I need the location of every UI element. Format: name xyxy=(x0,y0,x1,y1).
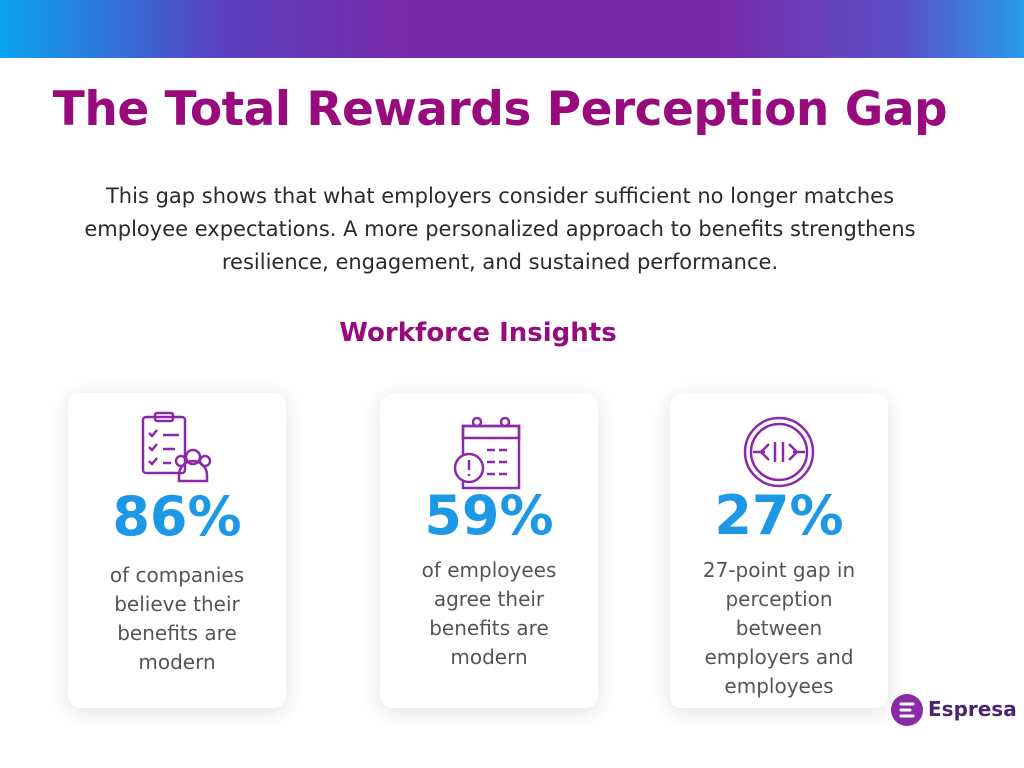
icon xyxy=(743,416,815,488)
card: 86% of companies believe their benefits … xyxy=(68,393,286,708)
card-text: of companies believe their benefits are … xyxy=(109,563,245,674)
header-bar xyxy=(0,0,1024,58)
title: The Total Rewards Perception Gap xyxy=(52,82,948,137)
stat: 59% xyxy=(424,484,554,547)
card-text: 27-point gap in perception between emplo… xyxy=(702,558,856,698)
section-title: Workforce Insights xyxy=(339,318,617,348)
logo: Espresa xyxy=(890,692,1017,728)
icon xyxy=(453,416,521,490)
logo-icon xyxy=(891,694,923,726)
icon xyxy=(141,411,212,483)
card-text: of employees agree their benefits are mo… xyxy=(421,558,557,669)
stat: 86% xyxy=(112,485,242,548)
stat: 27% xyxy=(714,484,844,547)
subtitle: This gap shows that what employers consi… xyxy=(84,184,916,274)
card: 27% 27-point gap in perception between e… xyxy=(670,394,888,708)
card: 59% of employees agree their benefits ar… xyxy=(380,394,598,708)
logo-text: Espresa xyxy=(928,697,1017,721)
